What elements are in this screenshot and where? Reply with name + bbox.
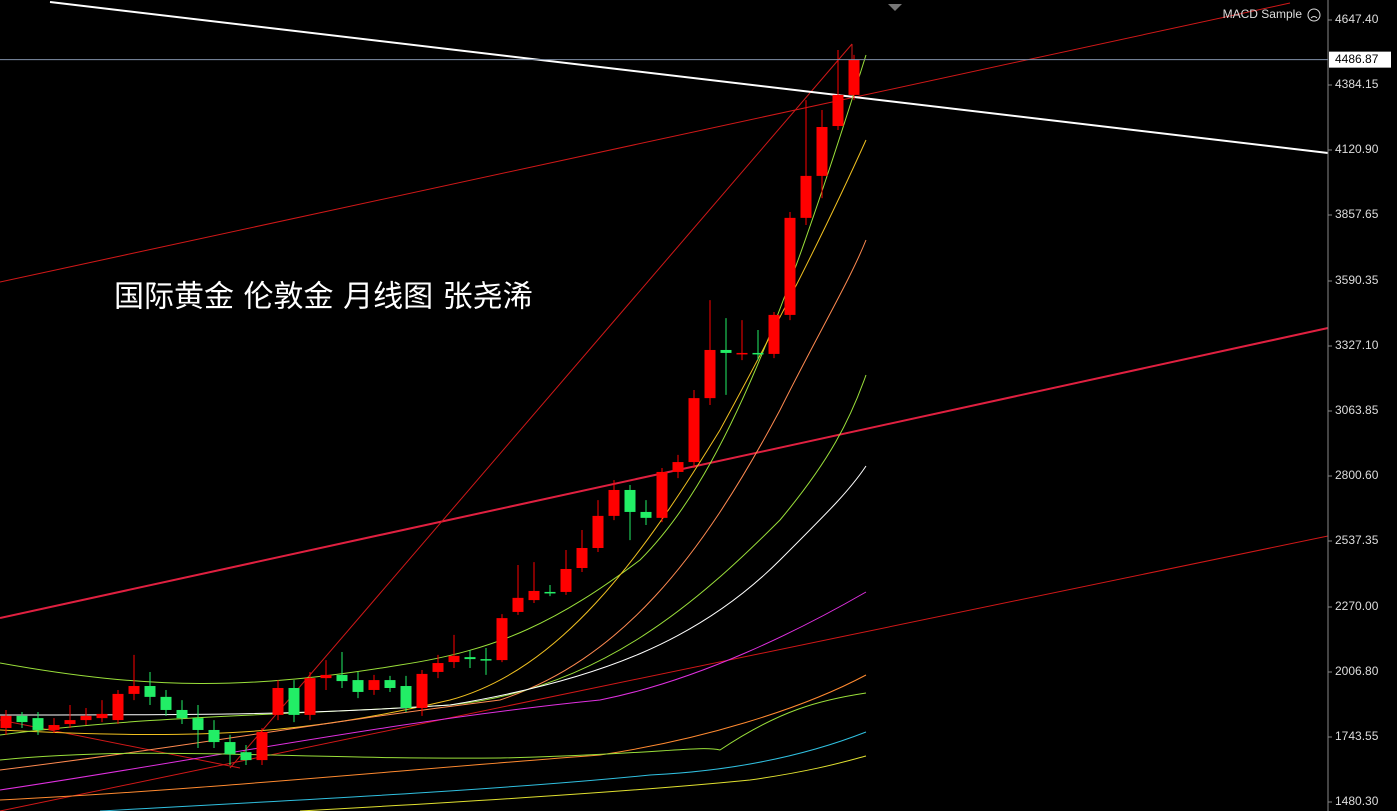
- candle-body: [752, 352, 764, 355]
- ma-line: [0, 139, 867, 736]
- candle-body: [768, 314, 780, 354]
- trend-line: [229, 43, 853, 769]
- candle-body: [352, 680, 364, 692]
- candle-body: [112, 693, 124, 721]
- icon-circle: [1307, 8, 1321, 22]
- y-tick-label: 2006.80: [1335, 664, 1379, 678]
- trend-lines: [0, 1, 1329, 811]
- candle-body: [16, 715, 28, 723]
- candle-body: [0, 715, 12, 728]
- candle-body: [272, 687, 284, 715]
- candle-body: [144, 686, 156, 697]
- candle-body: [784, 217, 796, 315]
- candle-body: [64, 720, 76, 725]
- ma-line: [0, 591, 867, 791]
- trend-line: [0, 2, 1291, 283]
- candle-body: [368, 680, 380, 690]
- candle-body: [384, 680, 396, 688]
- candle-body: [48, 725, 60, 730]
- ma-line: [0, 465, 867, 716]
- y-tick-label: 3857.65: [1335, 207, 1379, 221]
- candle-body: [640, 511, 652, 518]
- ma-line: [299, 755, 867, 811]
- trend-line: [49, 1, 1329, 154]
- candle-body: [400, 686, 412, 708]
- candle-body: [336, 674, 348, 682]
- candle-body: [832, 94, 844, 127]
- candle-body: [576, 547, 588, 568]
- y-tick-label: 2537.35: [1335, 533, 1379, 547]
- candle-body: [320, 674, 332, 679]
- indicator-label: MACD Sample: [1223, 7, 1303, 21]
- candle-body: [608, 489, 620, 516]
- candle-body: [448, 655, 460, 663]
- candle-body: [544, 591, 556, 594]
- y-tick-label: 4647.40: [1335, 12, 1379, 26]
- last-price-label: 4486.87: [1335, 52, 1379, 66]
- ma-line: [99, 731, 867, 811]
- candle-body: [528, 590, 540, 601]
- candle-body: [160, 696, 172, 710]
- y-tick-label: 1480.30: [1335, 794, 1379, 808]
- candle-body: [560, 568, 572, 592]
- candle-body: [240, 752, 252, 761]
- icon-mouth: [1310, 16, 1318, 19]
- candle-body: [304, 678, 316, 715]
- y-tick-label: 2270.00: [1335, 599, 1379, 613]
- candle-body: [592, 515, 604, 548]
- shift-marker: [888, 4, 902, 11]
- candle-body: [464, 657, 476, 660]
- candle-body: [816, 127, 828, 176]
- y-tick-label: 3327.10: [1335, 338, 1379, 352]
- candle-body: [656, 471, 668, 518]
- y-tick-label: 2800.60: [1335, 468, 1379, 482]
- indicator-curves: [0, 54, 867, 811]
- candle-body: [688, 398, 700, 463]
- candle-body: [256, 731, 268, 761]
- trend-line: [0, 535, 1329, 811]
- ma-line: [0, 674, 867, 801]
- ma-line: [0, 692, 867, 761]
- candle-body: [624, 489, 636, 512]
- candle-body: [128, 686, 140, 694]
- candle-body: [96, 713, 108, 719]
- last-price-tag: [1329, 51, 1391, 68]
- candle-body: [32, 718, 44, 730]
- plot: [0, 49, 860, 766]
- candle-body: [416, 673, 428, 708]
- candle-body: [80, 715, 92, 721]
- y-tick-label: 3063.85: [1335, 403, 1379, 417]
- candle-body: [480, 659, 492, 661]
- y-tick-label: 3590.35: [1335, 273, 1379, 287]
- candle-body: [288, 687, 300, 715]
- candle-body: [208, 729, 220, 743]
- y-tick-label: 4384.15: [1335, 77, 1379, 91]
- candle-body: [848, 59, 860, 95]
- candle-body: [672, 462, 684, 472]
- candle-body: [432, 663, 444, 672]
- y-tick-label: 4120.90: [1335, 142, 1379, 156]
- candle-body: [720, 349, 732, 353]
- candle-body: [224, 742, 236, 755]
- candle-body: [512, 597, 524, 612]
- expert-icon: [1307, 8, 1321, 22]
- candle-body: [704, 349, 716, 399]
- y-tick-label: 1743.55: [1335, 729, 1379, 743]
- candle-body: [800, 175, 812, 218]
- ma-line: [0, 374, 867, 736]
- candle-body: [192, 718, 204, 730]
- candle-body: [176, 709, 188, 719]
- candle-body: [496, 618, 508, 661]
- candle-body: [736, 352, 748, 355]
- chart-title: 国际黄金 伦敦金 月线图 张尧浠: [114, 280, 533, 315]
